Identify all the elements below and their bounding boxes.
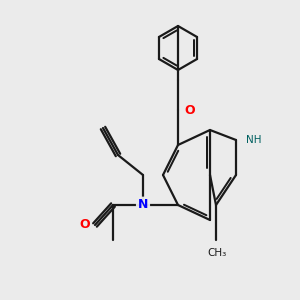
Text: NH: NH: [246, 135, 262, 145]
Text: O: O: [184, 103, 195, 116]
Text: N: N: [138, 199, 148, 212]
Text: CH₃: CH₃: [207, 248, 226, 258]
Text: O: O: [80, 218, 90, 232]
